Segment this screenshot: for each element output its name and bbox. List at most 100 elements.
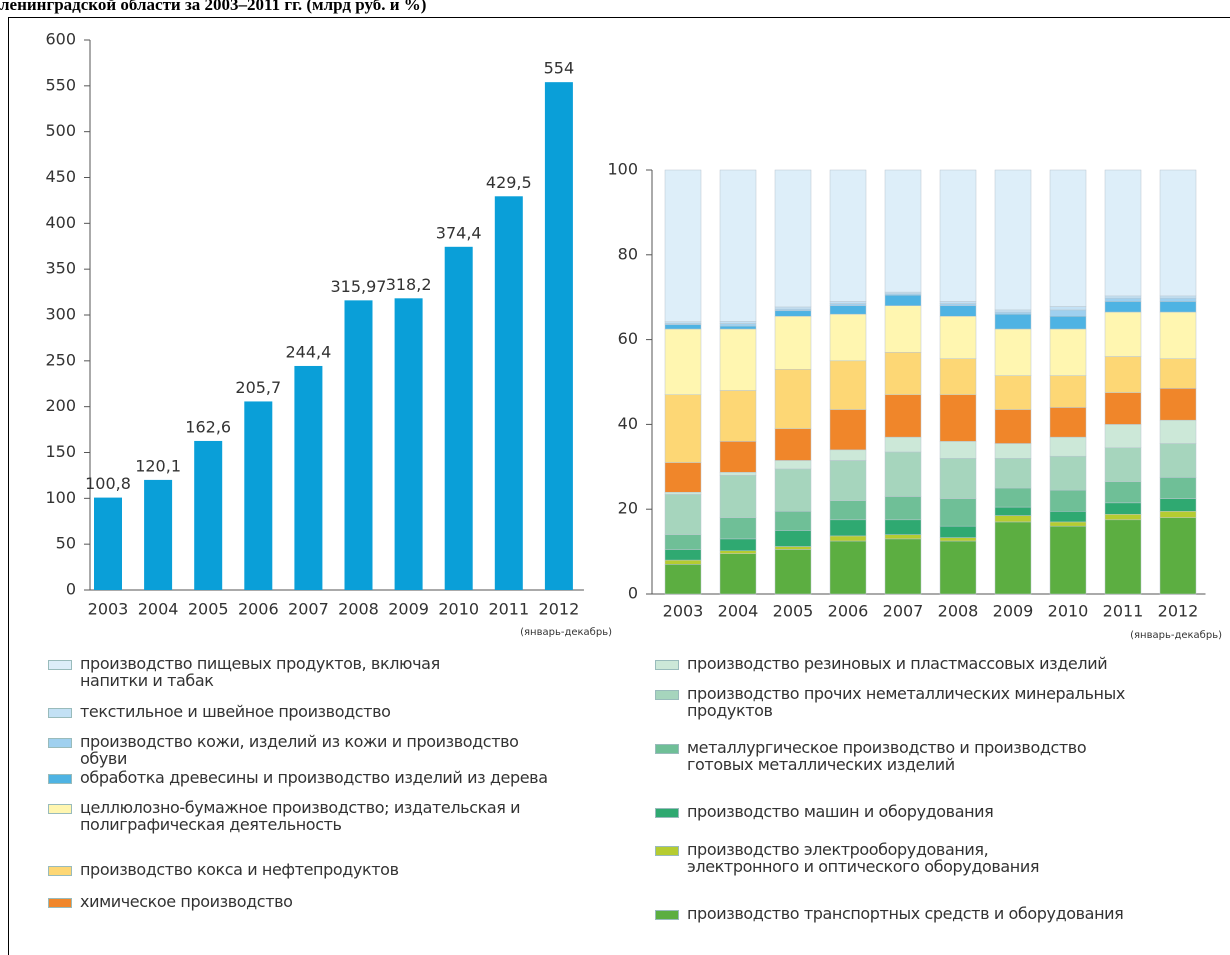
bar-segment [994, 169, 1032, 311]
bar-segment [1104, 297, 1142, 302]
bar-segment [1159, 358, 1197, 389]
x-tick-label: 2009 [993, 602, 1034, 621]
legend-label: производство пищевых продуктов, включая … [80, 654, 440, 690]
value-label: 374,4 [436, 223, 482, 242]
bar-segment [719, 441, 757, 473]
annotation: (январь-декабрь) [520, 627, 612, 638]
bar-segment [829, 500, 867, 521]
x-tick-label: 2005 [773, 602, 814, 621]
y-tick-label: 40 [618, 414, 638, 433]
bar-segment [994, 328, 1032, 376]
value-label: 120,1 [135, 456, 181, 475]
x-tick-label: 2007 [288, 600, 329, 619]
x-tick-label: 2010 [1048, 602, 1089, 621]
y-tick-label: 200 [45, 396, 76, 415]
bar-segment [1049, 328, 1087, 376]
bar-segment [1104, 169, 1142, 297]
bar-segment [664, 491, 702, 495]
bar-segment [884, 294, 922, 306]
x-tick-label: 2012 [1158, 602, 1199, 621]
x-tick-label: 2008 [938, 602, 979, 621]
x-tick-label: 2010 [438, 600, 479, 619]
bar-segment [774, 468, 812, 512]
legend-swatch [655, 846, 679, 856]
bar-segment [1104, 519, 1142, 595]
bar-segment [1049, 511, 1087, 523]
legend-label: производство электрооборудования, электр… [687, 840, 1040, 876]
legend-label: производство кокса и нефтепродуктов [80, 860, 399, 879]
bar-segment [1159, 295, 1197, 299]
bar-segment [1159, 511, 1197, 518]
bar-segment [719, 328, 757, 391]
bar-segment [994, 506, 1032, 516]
legend-label: производство транспортных средств и обор… [687, 904, 1124, 923]
bar-segment [1159, 498, 1197, 512]
bar-segment [994, 313, 1032, 330]
bar-segment [884, 519, 922, 535]
bar-segment [939, 394, 977, 442]
x-tick-label: 2011 [488, 600, 529, 619]
bar-segment [994, 521, 1032, 595]
bar-segment [774, 546, 812, 550]
value-label: 100,8 [85, 474, 131, 493]
y-tick-label: 300 [45, 305, 76, 324]
bar-segment [664, 559, 702, 565]
legend-swatch [655, 808, 679, 818]
bar-segment [829, 460, 867, 501]
bar-segment [1104, 447, 1142, 482]
y-tick-label: 0 [628, 584, 638, 603]
bar-segment [774, 169, 812, 308]
y-tick-label: 400 [45, 213, 76, 232]
bar-segment [1159, 169, 1197, 297]
x-tick-label: 2004 [138, 600, 179, 619]
bar-segment [994, 443, 1032, 459]
value-label: 429,5 [486, 173, 532, 192]
bar-segment [1104, 311, 1142, 357]
bar-segment [994, 375, 1032, 410]
y-tick-label: 60 [618, 329, 638, 348]
x-tick-label: 2009 [388, 600, 429, 619]
bar-segment [774, 511, 812, 531]
bar-segment [884, 291, 922, 295]
legend-label: производство машин и оборудования [687, 802, 994, 821]
bar-segment [664, 328, 702, 395]
bar [394, 298, 423, 590]
legend-swatch [48, 866, 72, 876]
bar-segment [719, 472, 757, 476]
x-tick-label: 2005 [188, 600, 229, 619]
bar [494, 196, 523, 590]
bar [94, 497, 122, 590]
bar-segment [1049, 169, 1087, 307]
bar-segment [1159, 517, 1197, 595]
bar-segment [829, 305, 867, 315]
bar-segment [664, 394, 702, 463]
value-label: 162,6 [185, 417, 231, 436]
x-tick-label: 2007 [883, 602, 924, 621]
bar-segment [884, 169, 922, 293]
legend-label: текстильное и швейное производство [80, 702, 391, 721]
bar-segment [1049, 309, 1087, 317]
legend-swatch [48, 898, 72, 908]
bar-segment [1104, 356, 1142, 393]
bar-segment [829, 540, 867, 595]
bar-segment [829, 301, 867, 304]
y-tick-label: 250 [45, 350, 76, 369]
y-tick-label: 20 [618, 499, 638, 518]
x-tick-label: 2012 [539, 600, 580, 619]
bar-segment [1049, 436, 1087, 457]
bar-segment [829, 409, 867, 451]
x-tick-label: 2008 [338, 600, 379, 619]
value-label: 244,4 [285, 342, 331, 361]
legend-swatch [48, 738, 72, 748]
bar-segment [664, 534, 702, 550]
bar-segment [1159, 477, 1197, 499]
bar-segment [994, 311, 1032, 315]
bar-segment [719, 538, 757, 552]
y-tick-label: 150 [45, 442, 76, 461]
y-tick-label: 550 [45, 75, 76, 94]
legend-label: целлюлозно-бумажное производство; издате… [80, 798, 521, 834]
bar-segment [829, 313, 867, 362]
legend-label: производство кожи, изделий из кожи и про… [80, 732, 519, 768]
bar-segment [829, 535, 867, 542]
bar-segment [719, 390, 757, 442]
